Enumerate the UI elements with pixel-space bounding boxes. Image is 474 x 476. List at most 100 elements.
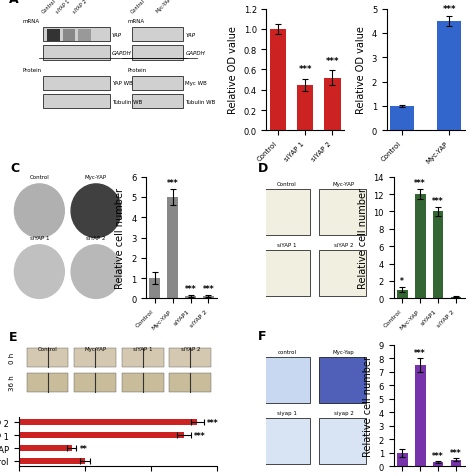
Bar bbox=[415, 365, 426, 466]
FancyBboxPatch shape bbox=[43, 28, 110, 42]
Text: siYAP 2: siYAP 2 bbox=[86, 236, 106, 240]
FancyBboxPatch shape bbox=[319, 189, 366, 236]
Text: ***: *** bbox=[167, 178, 178, 188]
Text: mRNA: mRNA bbox=[23, 19, 40, 24]
Text: ***: *** bbox=[194, 431, 206, 440]
FancyBboxPatch shape bbox=[122, 348, 164, 367]
Text: ***: *** bbox=[202, 285, 214, 294]
Bar bbox=[167, 198, 178, 299]
Text: B: B bbox=[253, 0, 262, 3]
Bar bbox=[297, 86, 313, 131]
Text: YAP: YAP bbox=[112, 32, 122, 38]
Text: A: A bbox=[9, 0, 18, 7]
FancyBboxPatch shape bbox=[132, 76, 183, 91]
Bar bbox=[324, 79, 341, 131]
Text: ***: *** bbox=[299, 65, 312, 74]
Y-axis label: Relative cell number: Relative cell number bbox=[363, 355, 373, 456]
Circle shape bbox=[14, 185, 64, 238]
Bar bbox=[433, 212, 443, 299]
Text: siYAP 1: siYAP 1 bbox=[133, 346, 153, 351]
Text: ***: *** bbox=[442, 5, 456, 14]
Y-axis label: Relative OD value: Relative OD value bbox=[356, 27, 366, 114]
Bar bbox=[149, 278, 160, 299]
Bar bbox=[19, 432, 184, 438]
FancyBboxPatch shape bbox=[43, 76, 110, 91]
Text: control: control bbox=[277, 350, 296, 355]
Text: YAP: YAP bbox=[185, 32, 195, 38]
Text: Protein: Protein bbox=[128, 68, 147, 73]
FancyBboxPatch shape bbox=[27, 348, 68, 367]
Text: 36 h: 36 h bbox=[9, 374, 15, 390]
Text: Control: Control bbox=[38, 346, 57, 351]
FancyBboxPatch shape bbox=[78, 30, 91, 42]
FancyBboxPatch shape bbox=[63, 30, 75, 42]
FancyBboxPatch shape bbox=[74, 373, 116, 392]
FancyBboxPatch shape bbox=[262, 250, 310, 297]
Text: siYAP 2: siYAP 2 bbox=[334, 243, 353, 248]
Circle shape bbox=[71, 185, 121, 238]
Bar bbox=[270, 30, 286, 131]
Text: *: * bbox=[401, 277, 404, 286]
Text: Myc-YAP: Myc-YAP bbox=[85, 175, 107, 179]
Text: Tubulin WB: Tubulin WB bbox=[112, 99, 142, 104]
Circle shape bbox=[14, 245, 64, 299]
FancyBboxPatch shape bbox=[262, 357, 310, 403]
Bar bbox=[203, 297, 214, 299]
Text: ***: *** bbox=[326, 57, 339, 66]
Text: C: C bbox=[10, 161, 19, 174]
Text: 0 h: 0 h bbox=[9, 352, 15, 363]
FancyBboxPatch shape bbox=[43, 46, 110, 60]
Text: GAPDH: GAPDH bbox=[185, 51, 205, 56]
Text: mRNA: mRNA bbox=[128, 19, 145, 24]
Bar bbox=[19, 445, 72, 451]
Circle shape bbox=[71, 245, 121, 299]
Bar bbox=[415, 195, 426, 299]
Bar bbox=[433, 462, 443, 466]
Text: siYAP 2: siYAP 2 bbox=[73, 0, 88, 14]
Bar bbox=[185, 297, 196, 299]
Text: Control: Control bbox=[277, 182, 297, 187]
Y-axis label: Relative OD value: Relative OD value bbox=[228, 27, 238, 114]
Text: siYAP 1: siYAP 1 bbox=[29, 236, 49, 240]
Text: Myc-YAP: Myc-YAP bbox=[84, 346, 106, 351]
Bar bbox=[19, 458, 85, 464]
FancyBboxPatch shape bbox=[262, 189, 310, 236]
Text: Control: Control bbox=[41, 0, 57, 14]
Text: ***: *** bbox=[414, 348, 426, 357]
Text: YAP WB: YAP WB bbox=[112, 81, 133, 86]
Y-axis label: Relative cell number: Relative cell number bbox=[358, 188, 368, 288]
Text: ***: *** bbox=[207, 418, 219, 427]
Bar bbox=[451, 297, 461, 299]
Text: Myc-YAP: Myc-YAP bbox=[333, 182, 355, 187]
Text: ***: *** bbox=[432, 197, 444, 206]
Text: siYAP 1: siYAP 1 bbox=[55, 0, 72, 14]
Bar bbox=[438, 22, 461, 131]
FancyBboxPatch shape bbox=[43, 95, 110, 109]
FancyBboxPatch shape bbox=[74, 348, 116, 367]
Bar bbox=[397, 453, 408, 466]
Text: D: D bbox=[257, 161, 268, 174]
Bar bbox=[397, 290, 408, 299]
Text: siyap 2: siyap 2 bbox=[334, 410, 354, 416]
Text: **: ** bbox=[80, 444, 87, 453]
Text: F: F bbox=[257, 329, 266, 342]
FancyBboxPatch shape bbox=[319, 250, 366, 297]
Text: ***: *** bbox=[185, 285, 196, 294]
Text: siYAP 1: siYAP 1 bbox=[277, 243, 297, 248]
FancyBboxPatch shape bbox=[132, 95, 183, 109]
Text: siYAP 2: siYAP 2 bbox=[181, 346, 200, 351]
FancyBboxPatch shape bbox=[319, 418, 366, 464]
FancyBboxPatch shape bbox=[170, 348, 211, 367]
FancyBboxPatch shape bbox=[319, 357, 366, 403]
Bar bbox=[391, 107, 414, 131]
Text: ***: *** bbox=[432, 451, 444, 460]
Text: siyap 1: siyap 1 bbox=[277, 410, 297, 416]
Text: ***: *** bbox=[414, 178, 426, 188]
FancyBboxPatch shape bbox=[132, 46, 183, 60]
Text: GAPDH: GAPDH bbox=[112, 51, 132, 56]
Text: ***: *** bbox=[450, 448, 462, 457]
FancyBboxPatch shape bbox=[27, 373, 68, 392]
Text: Control: Control bbox=[29, 175, 49, 179]
Text: Protein: Protein bbox=[23, 68, 42, 73]
FancyBboxPatch shape bbox=[262, 418, 310, 464]
